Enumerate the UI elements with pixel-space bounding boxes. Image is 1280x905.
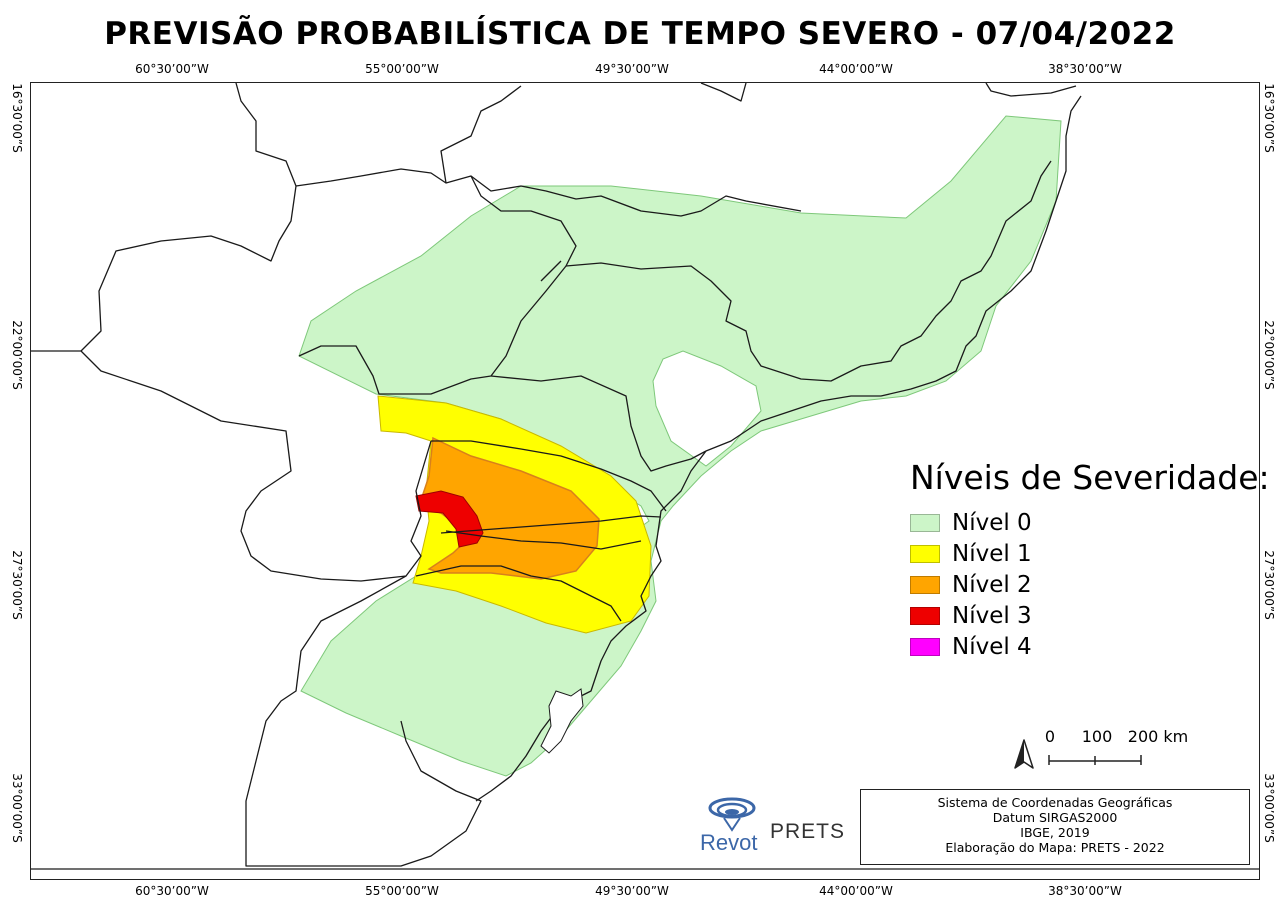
lat-tick-left: 33°00’00”S [10,773,24,843]
legend-swatch [910,544,940,563]
lon-tick-bottom: 44°00’00”W [819,884,893,898]
lon-tick-top: 49°30’00”W [595,62,669,76]
legend: Níveis de Severidade: Nível 0 Nível 1 Ní… [910,458,1270,662]
north-arrow-icon [1014,739,1034,769]
legend-label: Nível 4 [952,633,1032,660]
lon-tick-bottom: 38°30’00”W [1048,884,1122,898]
credits-box: Sistema de Coordenadas Geográficas Datum… [860,789,1250,865]
legend-item-level-3: Nível 3 [910,600,1270,631]
lon-tick-top: 44°00’00”W [819,62,893,76]
boundary-lines [31,83,1259,870]
legend-item-level-4: Nível 4 [910,631,1270,662]
legend-label: Nível 2 [952,571,1032,598]
prets-logo-text: PRETS [770,820,846,843]
lon-tick-bottom: 60°30’00”W [135,884,209,898]
credit-line: Sistema de Coordenadas Geográficas [937,795,1173,810]
legend-item-level-1: Nível 1 [910,538,1270,569]
map-canvas [31,83,1259,870]
legend-swatch [910,513,940,532]
level-0-area [298,115,1062,777]
lon-tick-top: 60°30’00”W [135,62,209,76]
level-3-area [415,490,484,548]
legend-label: Nível 0 [952,509,1032,536]
credit-line: Elaboração do Mapa: PRETS - 2022 [945,840,1165,855]
lat-tick-left: 27°30’00”S [10,550,24,620]
lon-tick-bottom: 55°00’00”W [365,884,439,898]
legend-item-level-0: Nível 0 [910,507,1270,538]
legend-swatch [910,606,940,625]
legend-item-level-2: Nível 2 [910,569,1270,600]
revot-logo [708,797,756,832]
credit-line: Datum SIRGAS2000 [992,810,1118,825]
lat-tick-left: 16°30’00”S [10,83,24,153]
lat-tick-left: 22°00’00”S [10,320,24,390]
scale-label: 0 [1044,727,1056,746]
legend-label: Nível 3 [952,602,1032,629]
lat-tick-right: 33°00’00”S [1262,773,1276,843]
map-frame [30,82,1260,880]
scale-bar-line [1048,755,1142,765]
lon-tick-top: 55°00’00”W [365,62,439,76]
scale-label: 100 [1081,727,1113,746]
lon-tick-bottom: 49°30’00”W [595,884,669,898]
legend-title: Níveis de Severidade: [910,458,1270,497]
lat-tick-right: 27°30’00”S [1262,550,1276,620]
lat-tick-right: 22°00’00”S [1262,320,1276,390]
lagoon [540,688,584,754]
map-title: PREVISÃO PROBABILÍSTICA DE TEMPO SEVERO … [104,16,1176,52]
legend-swatch [910,637,940,656]
lon-tick-top: 38°30’00”W [1048,62,1122,76]
legend-swatch [910,575,940,594]
scale-label: 200 km [1127,727,1189,746]
lat-tick-right: 16°30’00”S [1262,83,1276,153]
legend-label: Nível 1 [952,540,1032,567]
credit-line: IBGE, 2019 [1020,825,1090,840]
revot-logo-text: Revot [700,830,758,855]
